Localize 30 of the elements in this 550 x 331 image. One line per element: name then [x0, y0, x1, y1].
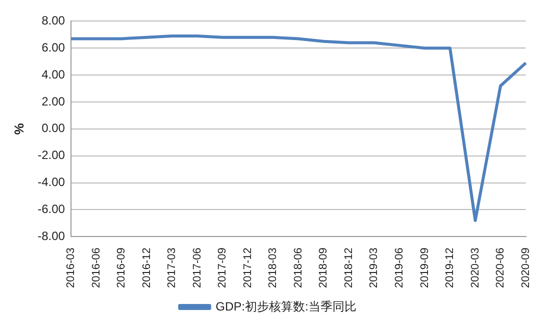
y-tick-label: 8.00 [42, 14, 66, 28]
x-tick-label: 2019-06 [393, 248, 406, 288]
x-tick-label: 2018-03 [267, 248, 280, 288]
x-tick-label: 2018-12 [342, 248, 355, 288]
y-tick-label: -4.00 [38, 175, 66, 190]
y-tick-label: -8.00 [38, 228, 66, 243]
x-tick-label: 2017-03 [166, 248, 178, 288]
x-tick-label: 2017-09 [216, 248, 229, 288]
x-tick-label: 2016-03 [64, 248, 77, 288]
x-tick-label: 2017-06 [191, 248, 204, 288]
x-tick-label: 2016-06 [90, 248, 102, 288]
y-tick-label: 4.00 [42, 67, 66, 82]
x-tick-label: 2017-12 [242, 248, 254, 288]
y-tick-label: 2.00 [42, 94, 66, 108]
y-tick-label: -6.00 [38, 202, 66, 216]
x-tick-label: 2016-12 [140, 248, 153, 288]
y-tick-label: -2.00 [38, 148, 66, 162]
x-tick-label: 2019-03 [368, 248, 380, 288]
x-tick-label: 2020-06 [494, 248, 507, 288]
x-tick-label: 2019-12 [444, 248, 456, 288]
x-tick-label: 2016-09 [116, 248, 128, 288]
x-tick-label: 2020-03 [469, 248, 482, 288]
x-tick-label: 2020-09 [520, 248, 532, 288]
y-axis-title: % [11, 122, 26, 135]
x-tick-label: 2019-09 [418, 248, 431, 288]
y-tick-label: 0.00 [42, 121, 66, 136]
legend-label: GDP:初步核算数:当季同比 [216, 299, 356, 314]
x-tick-label: 2018-09 [318, 248, 330, 288]
y-tick-label: 6.00 [42, 40, 66, 54]
x-tick-label: 2018-06 [292, 248, 304, 288]
